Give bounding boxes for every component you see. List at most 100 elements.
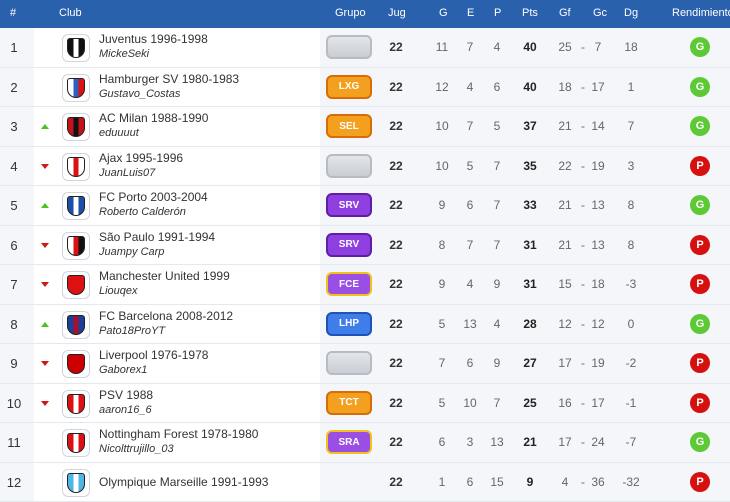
played: 22 bbox=[384, 40, 408, 54]
club-name[interactable]: AC Milan 1988-1990 bbox=[99, 111, 208, 125]
club-name[interactable]: Nottingham Forest 1978-1980 bbox=[99, 427, 258, 441]
table-row[interactable]: 9 Liverpool 1976-1978 Gaborex1 22 7 6 9 … bbox=[0, 344, 730, 384]
losses: 9 bbox=[487, 356, 507, 370]
header-p[interactable]: P bbox=[494, 7, 501, 19]
goals-against: 18 bbox=[588, 277, 608, 291]
goals-for: 16 bbox=[555, 396, 575, 410]
grupo-badge[interactable]: SRV bbox=[326, 193, 372, 217]
result-badge: P bbox=[690, 353, 710, 373]
club-name[interactable]: São Paulo 1991-1994 bbox=[99, 230, 215, 244]
club-name[interactable]: PSV 1988 bbox=[99, 388, 153, 402]
club-name[interactable]: Ajax 1995-1996 bbox=[99, 151, 183, 165]
manager-name[interactable]: Roberto Calderón bbox=[99, 206, 186, 218]
club-crest-icon[interactable] bbox=[62, 232, 90, 260]
manager-name[interactable]: eduuuut bbox=[99, 127, 139, 139]
goals-against: 13 bbox=[588, 238, 608, 252]
goals-for: 21 bbox=[555, 119, 575, 133]
club-crest-icon[interactable] bbox=[62, 311, 90, 339]
club-crest-icon[interactable] bbox=[62, 34, 90, 62]
grupo-badge[interactable]: TCT bbox=[326, 391, 372, 415]
header-g[interactable]: G bbox=[439, 7, 448, 19]
grupo-badge[interactable]: LHP bbox=[326, 312, 372, 336]
points: 31 bbox=[518, 277, 542, 291]
rank-number: 5 bbox=[0, 198, 28, 213]
table-row[interactable]: 2 Hamburger SV 1980-1983 Gustavo_Costas … bbox=[0, 68, 730, 108]
club-crest-icon[interactable] bbox=[62, 429, 90, 457]
played: 22 bbox=[384, 356, 408, 370]
manager-name[interactable]: Juampy Carp bbox=[99, 246, 164, 258]
club-name[interactable]: FC Barcelona 2008-2012 bbox=[99, 309, 233, 323]
wins: 10 bbox=[432, 119, 452, 133]
goal-difference: 8 bbox=[618, 238, 644, 252]
grupo-badge[interactable]: SRA bbox=[326, 430, 372, 454]
points: 40 bbox=[518, 80, 542, 94]
wins: 10 bbox=[432, 159, 452, 173]
goals-separator: - bbox=[578, 356, 588, 370]
manager-name[interactable]: Liouqex bbox=[99, 285, 138, 297]
played: 22 bbox=[384, 277, 408, 291]
table-row[interactable]: 7 Manchester United 1999 Liouqex FCE 22 … bbox=[0, 265, 730, 305]
result-badge: P bbox=[690, 274, 710, 294]
table-row[interactable]: 1 Juventus 1996-1998 MickeSeki 22 11 7 4… bbox=[0, 28, 730, 68]
club-crest-icon[interactable] bbox=[62, 350, 90, 378]
goal-difference: 1 bbox=[618, 80, 644, 94]
table-row[interactable]: 11 Nottingham Forest 1978-1980 Nicolttru… bbox=[0, 423, 730, 463]
goals-separator: - bbox=[578, 198, 588, 212]
rank-number: 7 bbox=[0, 277, 28, 292]
result-badge: G bbox=[690, 314, 710, 334]
manager-name[interactable]: Pato18ProYT bbox=[99, 325, 165, 337]
club-crest-icon[interactable] bbox=[62, 390, 90, 418]
table-row[interactable]: 12 Olympique Marseille 1991-1993 22 1 6 … bbox=[0, 463, 730, 502]
header-dg[interactable]: Dg bbox=[624, 7, 638, 19]
table-row[interactable]: 6 São Paulo 1991-1994 Juampy Carp SRV 22… bbox=[0, 226, 730, 266]
club-name[interactable]: Liverpool 1976-1978 bbox=[99, 348, 208, 362]
header-gc[interactable]: Gc bbox=[593, 7, 607, 19]
header-gf[interactable]: Gf bbox=[559, 7, 571, 19]
header-pts[interactable]: Pts bbox=[522, 7, 538, 19]
grupo-badge-empty bbox=[326, 35, 372, 59]
club-crest-icon[interactable] bbox=[62, 113, 90, 141]
manager-name[interactable]: Nicolttrujillo_03 bbox=[99, 443, 174, 455]
club-name[interactable]: Hamburger SV 1980-1983 bbox=[99, 72, 239, 86]
wins: 7 bbox=[432, 356, 452, 370]
rank-number: 3 bbox=[0, 119, 28, 134]
header-grupo[interactable]: Grupo bbox=[335, 7, 366, 19]
club-crest-icon[interactable] bbox=[62, 192, 90, 220]
table-row[interactable]: 4 Ajax 1995-1996 JuanLuis07 22 10 5 7 35… bbox=[0, 147, 730, 187]
manager-name[interactable]: Gaborex1 bbox=[99, 364, 147, 376]
club-crest-icon[interactable] bbox=[62, 74, 90, 102]
trend-up-icon bbox=[41, 322, 49, 327]
goals-for: 17 bbox=[555, 435, 575, 449]
table-row[interactable]: 10 PSV 1988 aaron16_6 TCT 22 5 10 7 25 1… bbox=[0, 384, 730, 424]
club-crest-icon[interactable] bbox=[62, 469, 90, 497]
table-row[interactable]: 5 FC Porto 2003-2004 Roberto Calderón SR… bbox=[0, 186, 730, 226]
goal-difference: 7 bbox=[618, 119, 644, 133]
grupo-badge[interactable]: SRV bbox=[326, 233, 372, 257]
manager-name[interactable]: aaron16_6 bbox=[99, 404, 152, 416]
points: 25 bbox=[518, 396, 542, 410]
club-name[interactable]: Juventus 1996-1998 bbox=[99, 32, 208, 46]
grupo-badge[interactable]: SEL bbox=[326, 114, 372, 138]
header-e[interactable]: E bbox=[467, 7, 474, 19]
goals-separator: - bbox=[578, 317, 588, 331]
goals-for: 22 bbox=[555, 159, 575, 173]
club-name[interactable]: FC Porto 2003-2004 bbox=[99, 190, 208, 204]
played: 22 bbox=[384, 119, 408, 133]
goals-for: 25 bbox=[555, 40, 575, 54]
goal-difference: -3 bbox=[618, 277, 644, 291]
manager-name[interactable]: Gustavo_Costas bbox=[99, 88, 180, 100]
manager-name[interactable]: MickeSeki bbox=[99, 48, 149, 60]
points: 27 bbox=[518, 356, 542, 370]
manager-name[interactable]: JuanLuis07 bbox=[99, 167, 155, 179]
grupo-badge[interactable]: FCE bbox=[326, 272, 372, 296]
goals-separator: - bbox=[578, 475, 588, 489]
table-row[interactable]: 8 FC Barcelona 2008-2012 Pato18ProYT LHP… bbox=[0, 305, 730, 345]
club-crest-icon[interactable] bbox=[62, 271, 90, 299]
club-name[interactable]: Manchester United 1999 bbox=[99, 269, 230, 283]
header-jug[interactable]: Jug bbox=[388, 7, 406, 19]
club-crest-icon[interactable] bbox=[62, 153, 90, 181]
header-club[interactable]: Club bbox=[59, 7, 82, 19]
grupo-badge[interactable]: LXG bbox=[326, 75, 372, 99]
table-row[interactable]: 3 AC Milan 1988-1990 eduuuut SEL 22 10 7… bbox=[0, 107, 730, 147]
club-name[interactable]: Olympique Marseille 1991-1993 bbox=[99, 475, 268, 489]
